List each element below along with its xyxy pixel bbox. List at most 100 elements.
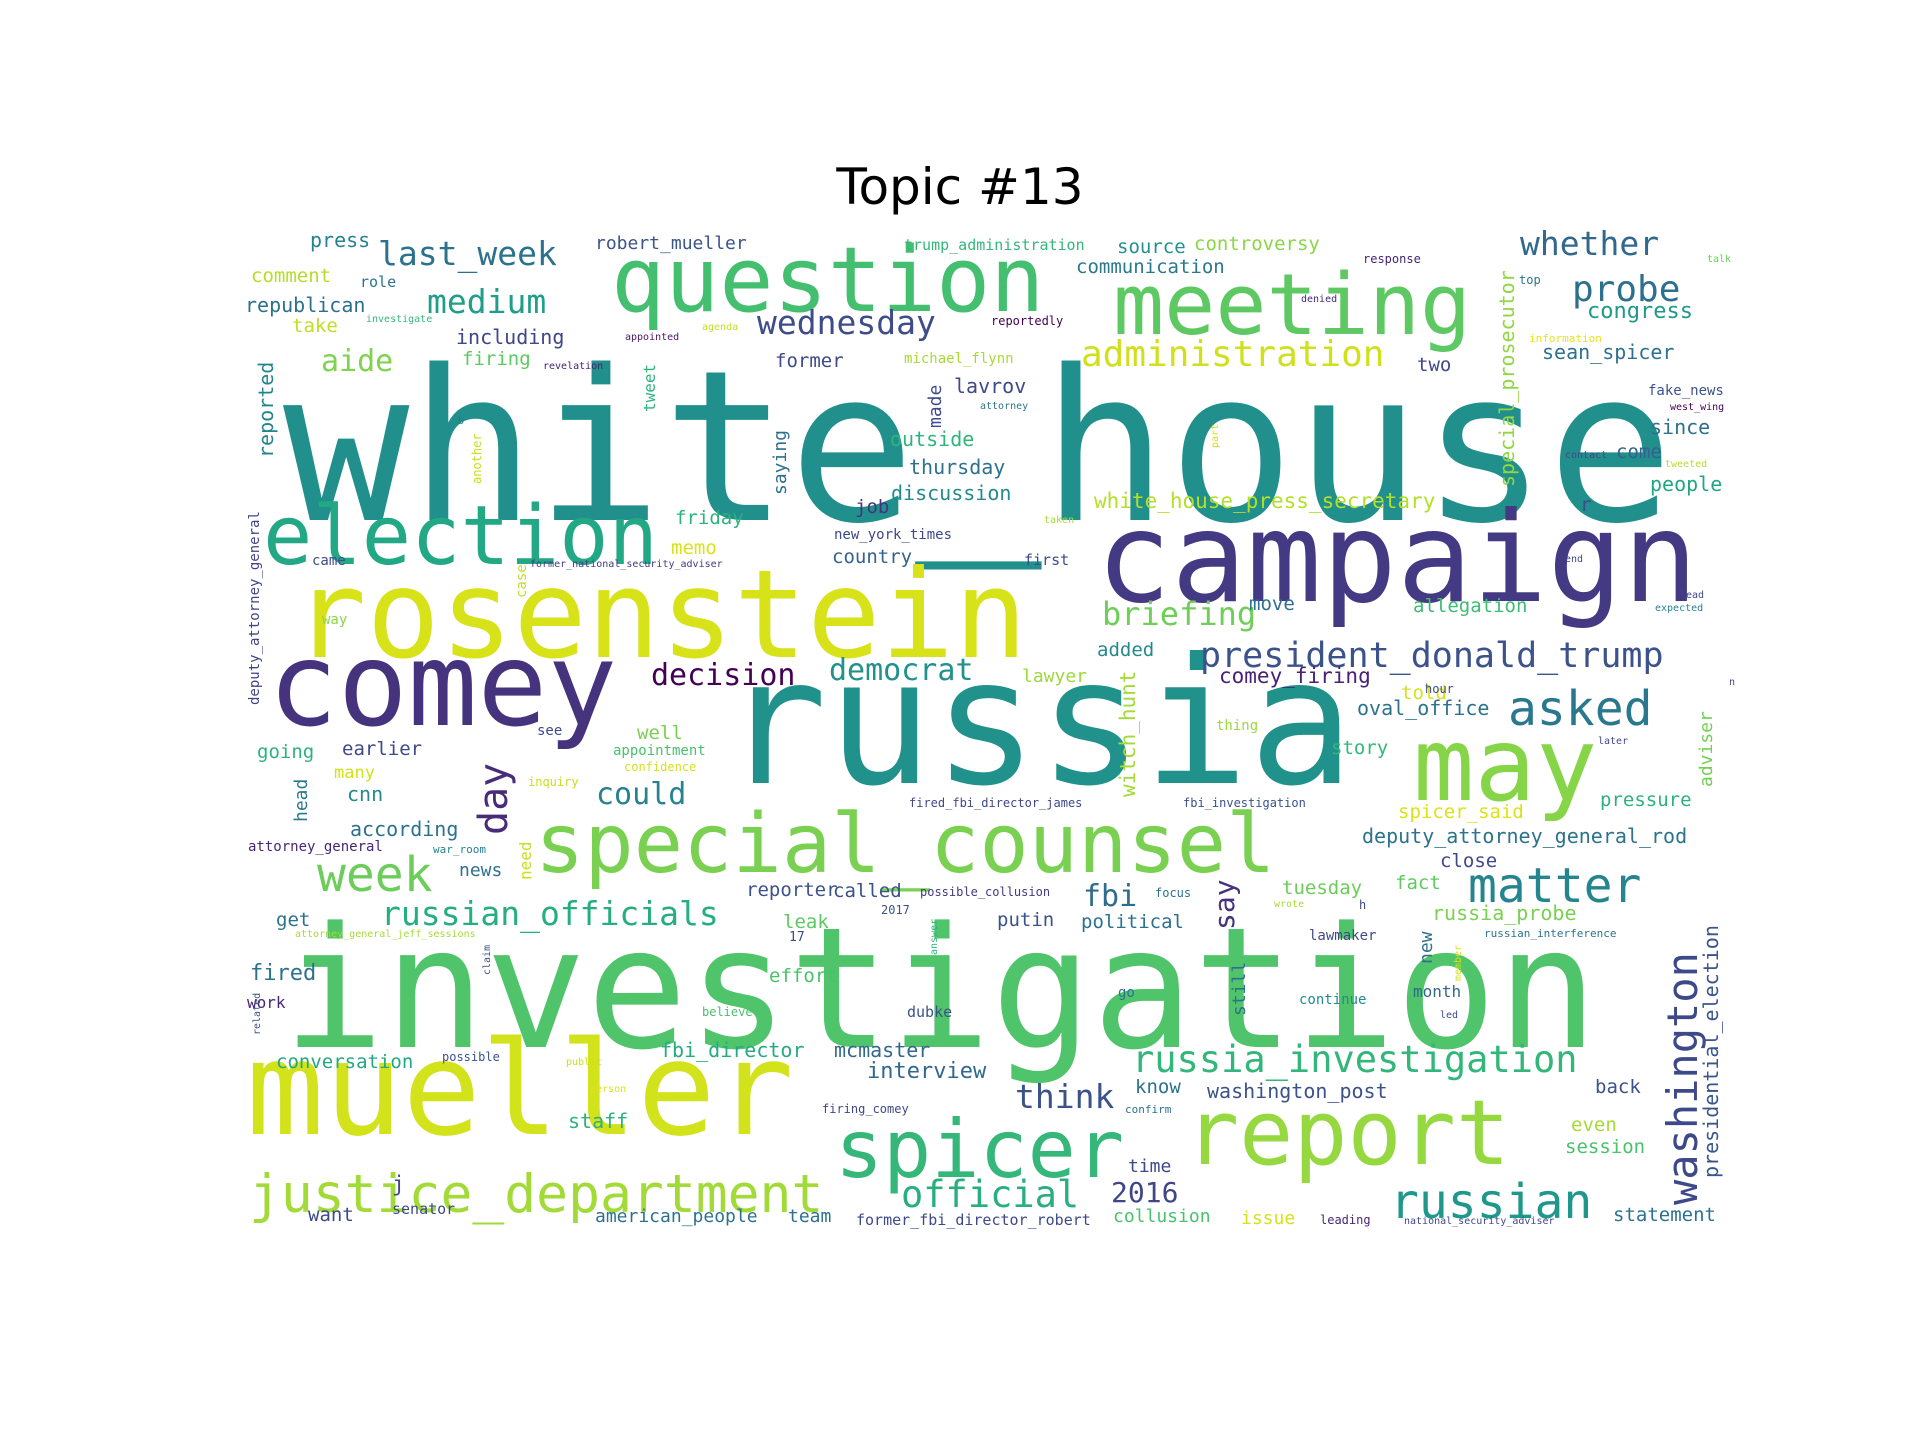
cloud-word-fbi-director: fbi_director bbox=[660, 1038, 805, 1062]
cloud-word-russian: russian bbox=[1390, 1174, 1592, 1230]
cloud-word-revelation: revelation bbox=[543, 361, 603, 372]
cloud-word-deputy-attorney-general-rod: deputy_attorney_general_rod bbox=[1362, 824, 1687, 848]
cloud-word-made: made bbox=[925, 385, 946, 428]
cloud-word-collusion: collusion bbox=[1113, 1206, 1211, 1227]
cloud-word-former-fbi-director-robert: former_fbi_director_robert bbox=[856, 1211, 1091, 1229]
cloud-word-j: j bbox=[392, 1172, 405, 1196]
cloud-word-whether: whether bbox=[1520, 224, 1659, 263]
cloud-word-robert-mueller: robert_mueller bbox=[595, 233, 747, 254]
cloud-word-denied: denied bbox=[1301, 294, 1337, 305]
cloud-word-white-house-press-secretary: white_house_press_secretary bbox=[1094, 489, 1435, 513]
cloud-word-called: called bbox=[833, 880, 902, 902]
cloud-word-rosenstein: rosenstein bbox=[293, 544, 1028, 686]
cloud-word-confirm: confirm bbox=[1125, 1103, 1172, 1116]
cloud-word-leading: leading bbox=[1320, 1213, 1371, 1227]
cloud-word-wrote: wrote bbox=[1274, 899, 1304, 910]
cloud-word-tweet: tweet bbox=[640, 364, 659, 412]
cloud-word-get: get bbox=[276, 909, 310, 931]
cloud-word-lead: lead bbox=[1680, 590, 1704, 601]
cloud-word-russian-interference: russian_interference bbox=[1484, 927, 1616, 940]
cloud-word-information: information bbox=[1529, 332, 1602, 345]
cloud-word-appointed: appointed bbox=[625, 332, 679, 343]
cloud-word-aide: aide bbox=[321, 344, 393, 379]
cloud-word-saying: saying bbox=[770, 430, 791, 495]
cloud-word-controversy: controversy bbox=[1194, 233, 1320, 255]
cloud-word-spicer: spicer bbox=[835, 1103, 1124, 1196]
cloud-word-related: related bbox=[252, 993, 263, 1035]
cloud-word-washington: washington bbox=[1658, 952, 1707, 1205]
cloud-word-tweeted: tweeted bbox=[1665, 459, 1707, 470]
cloud-word-r: r bbox=[1580, 494, 1591, 516]
cloud-word-russia-investigation: russia_investigation bbox=[1132, 1038, 1578, 1082]
cloud-word-lawmaker: lawmaker bbox=[1309, 928, 1376, 944]
cloud-word-adviser: adviser bbox=[1696, 711, 1717, 787]
cloud-word-head: head bbox=[291, 779, 312, 822]
cloud-word-inquiry: inquiry bbox=[528, 775, 579, 789]
cloud-word-end: end bbox=[1565, 554, 1583, 565]
cloud-word-firing: firing bbox=[462, 348, 531, 370]
cloud-word-lavrov: lavrov bbox=[954, 374, 1026, 398]
cloud-word-reporter: reporter bbox=[746, 879, 838, 901]
cloud-word-witch-hunt: witch_hunt bbox=[1116, 671, 1140, 797]
cloud-word-led: led bbox=[1440, 1010, 1458, 1021]
cloud-word-putin: putin bbox=[997, 909, 1054, 931]
cloud-word-wednesday: wednesday bbox=[757, 303, 936, 342]
cloud-word-political: political bbox=[1081, 911, 1184, 933]
cloud-word-probe: probe bbox=[1572, 269, 1680, 310]
cloud-word-say: say bbox=[1208, 879, 1241, 930]
cloud-word-comey-firing: comey_firing bbox=[1219, 664, 1371, 688]
cloud-word-effort: effort bbox=[769, 965, 838, 987]
cloud-word-briefing: briefing bbox=[1102, 595, 1256, 633]
cloud-word-news: news bbox=[459, 860, 502, 881]
cloud-word-congress: congress bbox=[1587, 299, 1693, 324]
cloud-word-even: even bbox=[1571, 1114, 1617, 1136]
cloud-word-session: session bbox=[1565, 1136, 1645, 1158]
cloud-word-month: month bbox=[1413, 982, 1461, 1001]
cloud-word-trump-administration: trump_administration bbox=[904, 236, 1085, 254]
cloud-word-top: top bbox=[1519, 273, 1541, 287]
cloud-word-presidential-election: presidential_election bbox=[1699, 925, 1723, 1178]
cloud-word-appointment: appointment bbox=[613, 743, 706, 759]
cloud-word-attorney-general: attorney_general bbox=[248, 839, 383, 855]
cloud-word-week: week bbox=[317, 847, 433, 903]
cloud-word-focus: focus bbox=[1155, 886, 1191, 900]
cloud-word-told: told bbox=[1401, 682, 1447, 704]
cloud-word-2016: 2016 bbox=[1111, 1176, 1178, 1209]
cloud-word-back: back bbox=[1595, 1076, 1641, 1098]
cloud-word-since: since bbox=[1650, 415, 1710, 439]
cloud-word-another: another bbox=[470, 433, 484, 484]
cloud-word-confidence: confidence bbox=[624, 760, 696, 774]
cloud-word-later: later bbox=[1598, 736, 1628, 747]
cloud-word-leak: leak bbox=[783, 911, 829, 933]
cloud-word-communication: communication bbox=[1076, 256, 1225, 278]
cloud-word-continue: continue bbox=[1299, 992, 1366, 1008]
cloud-word-russia: russia bbox=[722, 622, 1354, 825]
cloud-word-national-security-adviser: national_security_adviser bbox=[1404, 1216, 1555, 1227]
cloud-word-team: team bbox=[788, 1206, 831, 1227]
cloud-word-outside: outside bbox=[890, 427, 974, 451]
cloud-word-fired: fired bbox=[250, 961, 316, 986]
cloud-word-fbi-investigation: fbi_investigation bbox=[1183, 796, 1306, 810]
cloud-word-special-prosecutor: special_prosecutor bbox=[1495, 270, 1519, 487]
cloud-word-oval-office: oval_office bbox=[1357, 696, 1489, 720]
cloud-word-well: well bbox=[637, 722, 683, 744]
cloud-word-sean-spicer: sean_spicer bbox=[1542, 340, 1674, 364]
cloud-word-american-people: american_people bbox=[595, 1206, 758, 1227]
cloud-word-asked: asked bbox=[1508, 681, 1653, 737]
cloud-word-talk: talk bbox=[1707, 254, 1731, 265]
cloud-word-first: first bbox=[1024, 551, 1069, 569]
cloud-word-according: according bbox=[350, 817, 458, 841]
cloud-word-part: part bbox=[1210, 424, 1221, 448]
cloud-word-interview: interview bbox=[867, 1059, 987, 1084]
cloud-word-2017: 2017 bbox=[881, 903, 910, 917]
cloud-word-person: person bbox=[590, 1084, 626, 1095]
cloud-word-came: came bbox=[312, 553, 346, 569]
cloud-word-matter: matter bbox=[1468, 858, 1641, 914]
cloud-word-last-week: last_week bbox=[378, 234, 557, 274]
cloud-word-staff: staff bbox=[568, 1109, 628, 1133]
cloud-word-n: n bbox=[1729, 677, 1735, 688]
cloud-word-possible: possible bbox=[442, 1050, 500, 1064]
cloud-word-former-national-security-adviser: former_national_security_adviser bbox=[530, 559, 723, 570]
